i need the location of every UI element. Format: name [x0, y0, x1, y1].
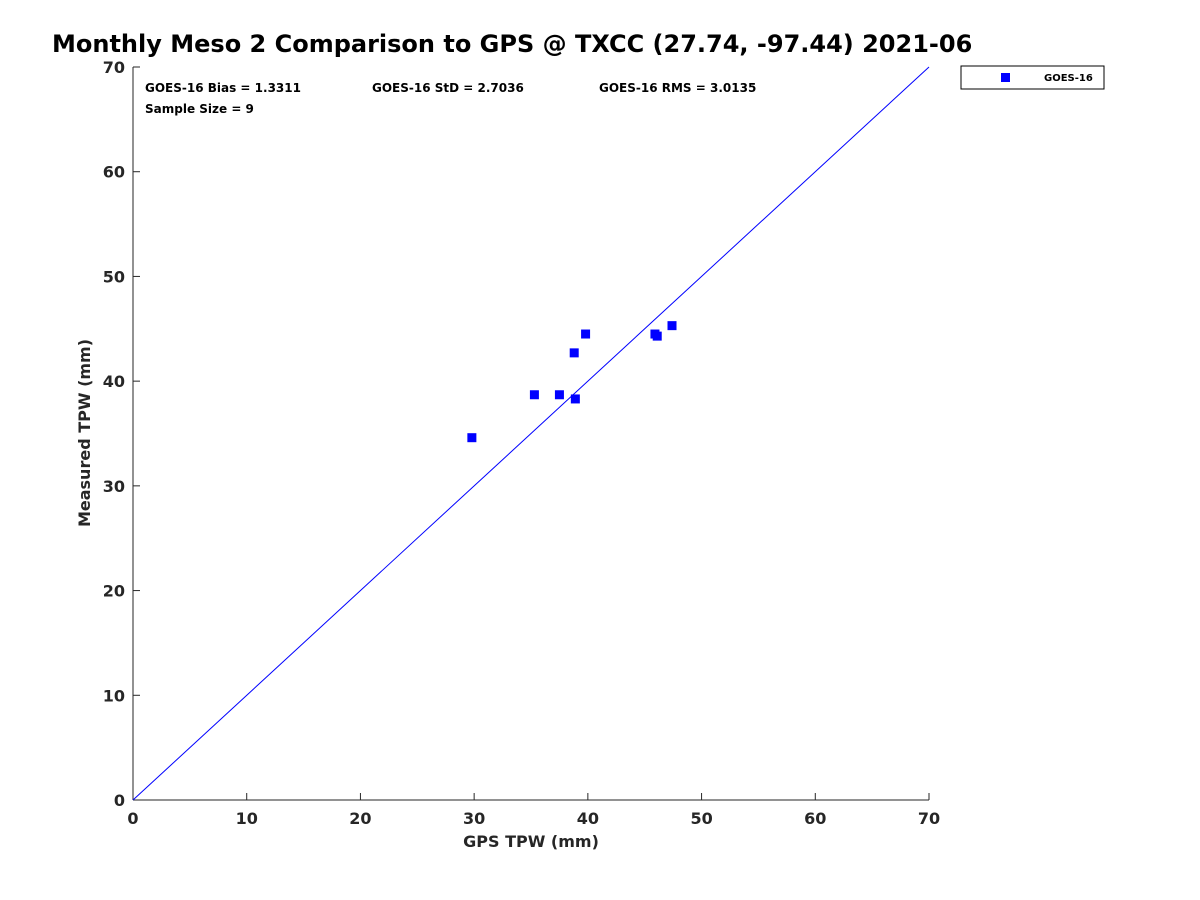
- chart-title: Monthly Meso 2 Comparison to GPS @ TXCC …: [52, 30, 973, 58]
- x-tick-label: 50: [690, 809, 712, 828]
- legend-box: [960, 65, 1105, 90]
- y-tick-label: 0: [114, 791, 125, 810]
- one-to-one-line: [132, 66, 930, 801]
- std-annotation: GOES-16 StD = 2.7036: [372, 81, 524, 95]
- x-tick-label: 30: [463, 809, 485, 828]
- y-tick-label: 60: [103, 163, 125, 182]
- data-point: [570, 394, 580, 404]
- y-tick-label: 20: [103, 582, 125, 601]
- x-tick-label: 20: [349, 809, 371, 828]
- legend-label-goes-16: GOES-16: [1044, 73, 1093, 84]
- x-axis-label: GPS TPW (mm): [463, 832, 599, 851]
- data-point: [569, 348, 579, 358]
- x-tick-label: 40: [577, 809, 599, 828]
- axes: [132, 67, 929, 801]
- legend: GOES-16: [960, 65, 1105, 90]
- data-points: [467, 321, 677, 443]
- y-tick-label: 10: [103, 686, 125, 705]
- legend-marker-goes-16: [1001, 73, 1010, 82]
- data-point: [581, 329, 591, 339]
- y-tick-label: 30: [103, 477, 125, 496]
- rms-annotation: GOES-16 RMS = 3.0135: [599, 81, 756, 95]
- y-axis-label: Measured TPW (mm): [75, 339, 94, 527]
- x-tick-label: 10: [236, 809, 258, 828]
- ticks: 0 10 20 30 40 50 60 70 0 10 20 30 40 50 60 70: [103, 58, 940, 828]
- sample-size-annotation: Sample Size = 9: [145, 102, 254, 116]
- data-point: [467, 433, 477, 443]
- x-tick-label: 0: [127, 809, 138, 828]
- y-tick-label: 40: [103, 372, 125, 391]
- bias-annotation: GOES-16 Bias = 1.3311: [145, 81, 301, 95]
- y-tick-label: 50: [103, 267, 125, 286]
- data-point: [652, 331, 662, 341]
- data-point: [529, 390, 539, 400]
- data-point: [667, 321, 677, 331]
- x-tick-label: 70: [918, 809, 940, 828]
- data-point: [554, 390, 564, 400]
- y-tick-label: 70: [103, 58, 125, 77]
- x-tick-label: 60: [804, 809, 826, 828]
